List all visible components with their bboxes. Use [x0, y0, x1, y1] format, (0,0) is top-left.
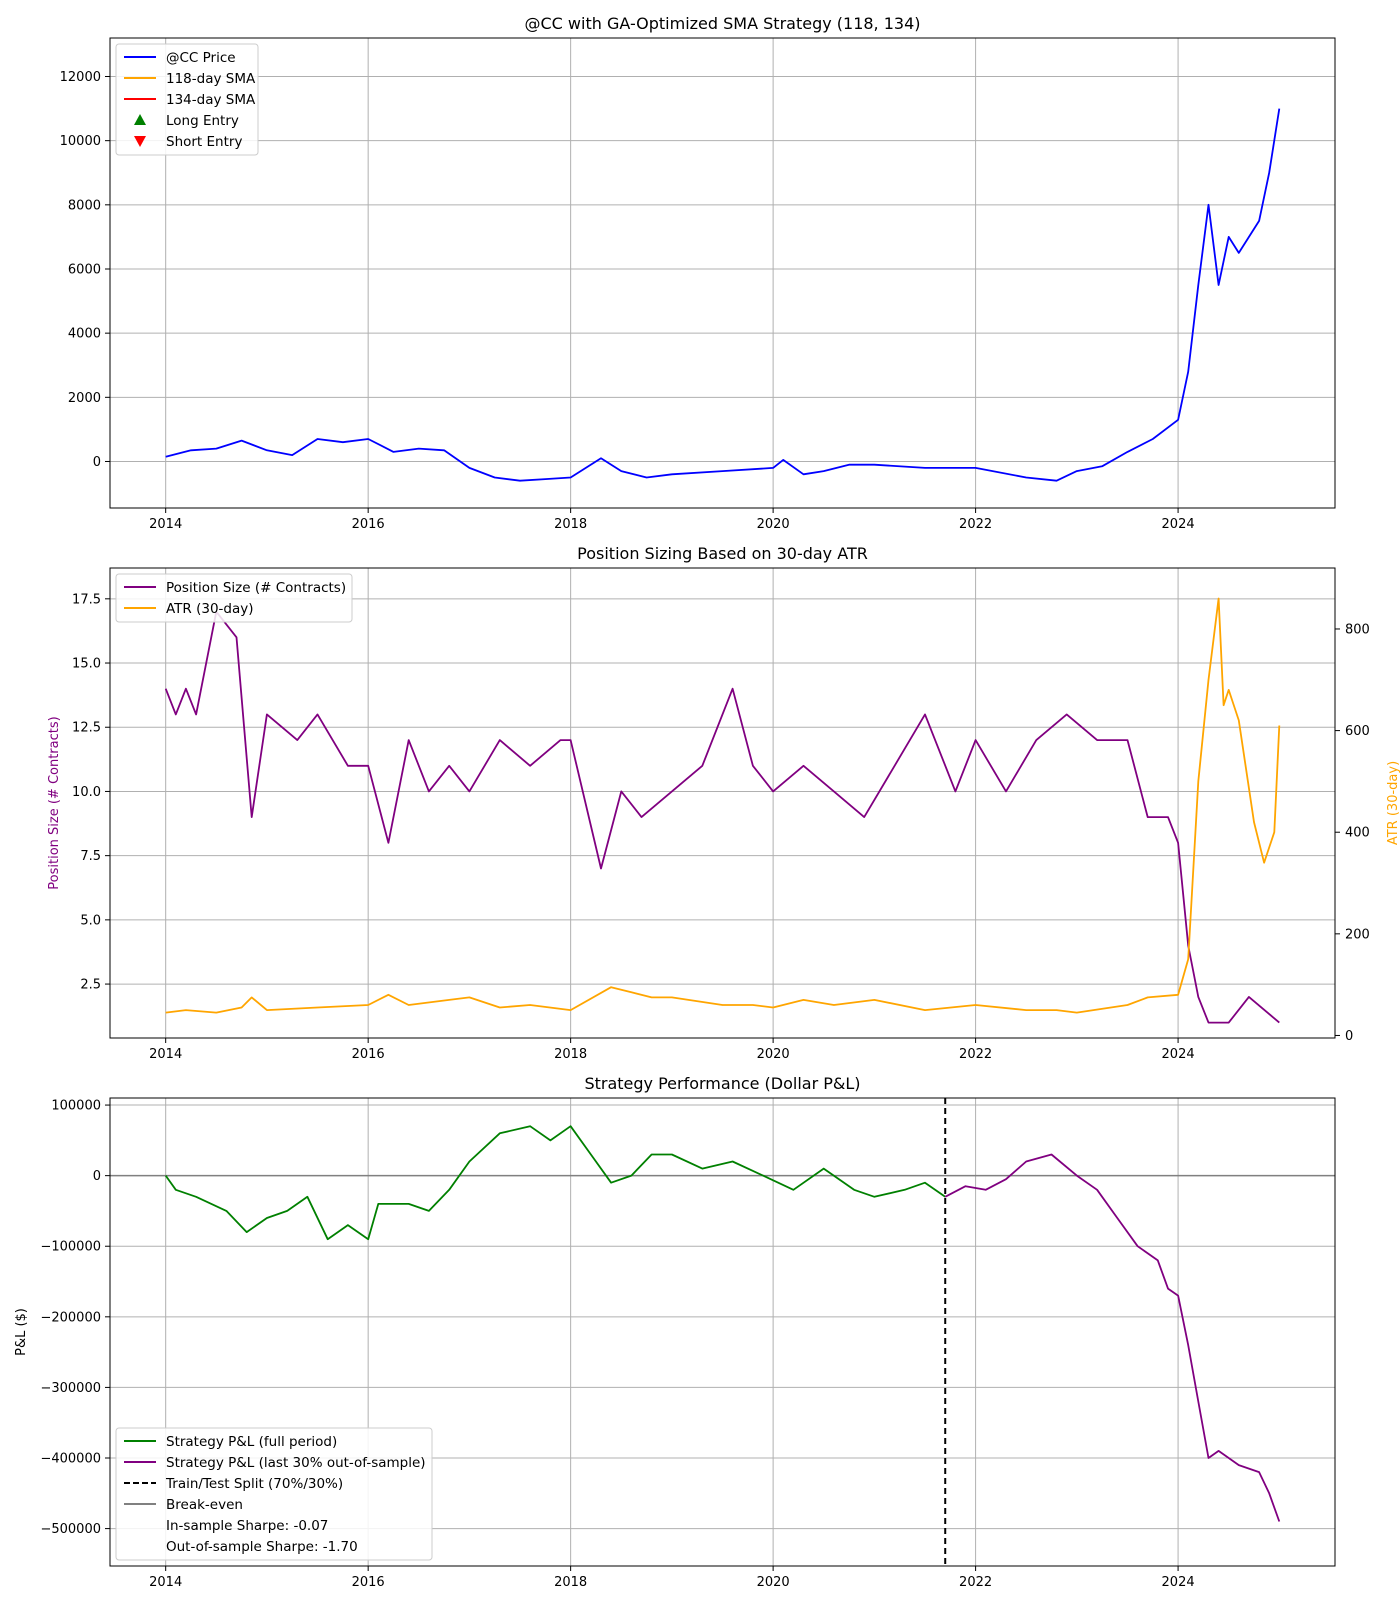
x-tick-label: 2020	[757, 1575, 790, 1590]
y-tick-label: −300000	[40, 1381, 101, 1396]
x-tick-label: 2022	[959, 517, 992, 532]
legend: Position Size (# Contracts) ATR (30-day)	[115, 573, 353, 623]
chart-panel-1: @CC with GA-Optimized SMA Strategy (118,…	[60, 14, 1336, 532]
legend-label: Long Entry	[166, 113, 239, 129]
legend-label: Out-of-sample Sharpe: -1.70	[166, 1539, 358, 1555]
y-tick-label: −200000	[40, 1310, 101, 1325]
x-tick-label: 2024	[1162, 1575, 1195, 1590]
y-axis-label: P&L ($)	[14, 1308, 29, 1356]
series-line-strategy-p-l-last-30-out-of-sample	[944, 1153, 1281, 1522]
y-right-tick-label: 400	[1345, 826, 1370, 841]
x-tick-label: 2020	[757, 1047, 790, 1062]
chart-title: Position Sizing Based on 30-day ATR	[577, 544, 868, 563]
x-tick-label: 2018	[554, 1575, 587, 1590]
x-tick-label: 2022	[959, 1575, 992, 1590]
series-line-strategy-p-l-full-period	[164, 1125, 946, 1241]
series-line-position-size-contracts	[164, 610, 1280, 1024]
y-right-axis-label: ATR (30-day)	[1386, 761, 1400, 845]
y-tick-label: 8000	[68, 198, 101, 213]
y-tick-label: −400000	[40, 1452, 101, 1467]
y-right-tick-label: 600	[1345, 724, 1370, 739]
x-tick-label: 2016	[352, 1047, 385, 1062]
x-tick-label: 2014	[149, 517, 182, 532]
legend-label: Position Size (# Contracts)	[166, 580, 346, 596]
y-tick-label: 0	[93, 1169, 101, 1184]
legend-box	[115, 1427, 433, 1561]
plot-frame	[109, 567, 1336, 1039]
chart-panel-2: Position Sizing Based on 30-day ATR 2014 2…	[47, 544, 1400, 1062]
legend: @CC Price 118-day SMA 134-day SMA Long Entr…	[115, 43, 259, 156]
legend-swatch-triangle-down	[134, 136, 146, 147]
legend-label: Break-even	[166, 1497, 243, 1513]
y-tick-label: −100000	[40, 1240, 101, 1255]
x-tick-label: 2020	[757, 517, 790, 532]
legend-label: Train/Test Split (70%/30%)	[165, 1476, 343, 1492]
y-tick-label: 0	[93, 455, 101, 470]
legend-label: Strategy P&L (full period)	[166, 1434, 337, 1450]
chart-title: @CC with GA-Optimized SMA Strategy (118,…	[524, 14, 920, 33]
x-tick-label: 2014	[149, 1047, 182, 1062]
y-tick-label: 5.0	[80, 913, 101, 928]
y-tick-label: 10.0	[72, 785, 101, 800]
x-tick-label: 2024	[1162, 1047, 1195, 1062]
plot-area	[164, 597, 1281, 1024]
legend-label: @CC Price	[166, 50, 236, 66]
y-tick-label: −500000	[40, 1522, 101, 1537]
y-axis-label: Position Size (# Contracts)	[47, 716, 62, 889]
legend-label: ATR (30-day)	[166, 601, 254, 617]
legend: Strategy P&L (full period) Strategy P&L (…	[115, 1427, 433, 1561]
chart-title: Strategy Performance (Dollar P&L)	[584, 1074, 860, 1093]
y-right-tick-label: 800	[1345, 622, 1370, 637]
legend-label: 118-day SMA	[166, 71, 256, 87]
y-tick-label: 12.5	[72, 721, 101, 736]
legend-swatch-triangle-up	[134, 114, 146, 125]
plot-frame	[109, 1097, 1336, 1567]
series-line--cc-price	[165, 108, 1281, 482]
x-tick-label: 2018	[554, 1047, 587, 1062]
y-tick-label: 12000	[60, 70, 101, 85]
y-right-tick-label: 0	[1345, 1029, 1353, 1044]
x-tick-label: 2014	[149, 1575, 182, 1590]
chart-panel-3: Strategy Performance (Dollar P&L) 2014 201…	[14, 1074, 1336, 1590]
x-tick-label: 2016	[352, 1575, 385, 1590]
y-tick-label: 7.5	[80, 849, 101, 864]
y-tick-label: 100000	[51, 1099, 101, 1114]
legend-label: 134-day SMA	[166, 92, 256, 108]
y-tick-label: 4000	[68, 327, 101, 342]
x-tick-label: 2016	[352, 517, 385, 532]
y-tick-label: 2.5	[80, 978, 101, 993]
y-tick-label: 10000	[60, 134, 101, 149]
legend-label: Short Entry	[166, 134, 242, 150]
legend-label: Strategy P&L (last 30% out-of-sample)	[166, 1455, 426, 1471]
legend-box	[115, 43, 259, 156]
y-tick-label: 15.0	[72, 657, 101, 672]
legend-box	[115, 573, 353, 623]
y-tick-label: 17.5	[72, 592, 101, 607]
x-tick-label: 2018	[554, 517, 587, 532]
plot-area	[165, 108, 1281, 482]
y-tick-label: 2000	[68, 391, 101, 406]
legend-label: In-sample Sharpe: -0.07	[166, 1518, 328, 1534]
plot-area	[110, 1098, 1335, 1566]
series-line-atr-30-day	[165, 597, 1281, 1014]
x-tick-label: 2022	[959, 1047, 992, 1062]
x-tick-label: 2024	[1162, 517, 1195, 532]
plot-frame	[109, 37, 1336, 509]
y-tick-label: 6000	[68, 262, 101, 277]
y-right-tick-label: 200	[1345, 927, 1370, 942]
